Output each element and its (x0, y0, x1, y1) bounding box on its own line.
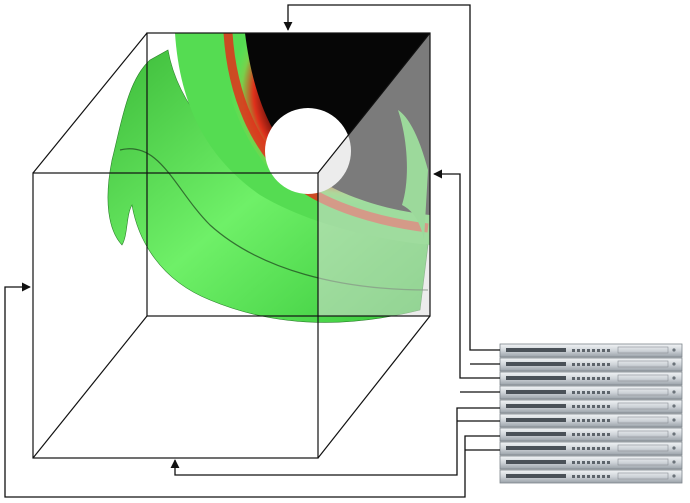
server-unit (499, 399, 683, 414)
cube-edge-bottom-left (32, 315, 148, 459)
server-unit (499, 469, 683, 484)
cube-edge-top-left (32, 32, 148, 174)
wire-top (283, 4, 500, 351)
bounding-cube (32, 32, 431, 459)
server-unit (499, 441, 683, 456)
connection-wires (4, 4, 500, 498)
server-unit (499, 343, 683, 358)
translucent-region (318, 33, 430, 316)
server-unit (499, 357, 683, 372)
cube-edge-bottom-right (317, 315, 431, 459)
server-unit (499, 371, 683, 386)
server-unit (499, 413, 683, 428)
wire-right-arrow (433, 169, 500, 379)
wire-bottom (170, 407, 500, 476)
cube-edge-top-right (317, 32, 431, 174)
server-unit (499, 455, 683, 470)
server-unit (499, 385, 683, 400)
cube-back-face (146, 32, 431, 317)
volume-render (107, 32, 430, 323)
wire-left (4, 282, 500, 498)
server-rack (499, 343, 683, 484)
server-unit (499, 427, 683, 442)
cube-front-face (32, 172, 319, 459)
